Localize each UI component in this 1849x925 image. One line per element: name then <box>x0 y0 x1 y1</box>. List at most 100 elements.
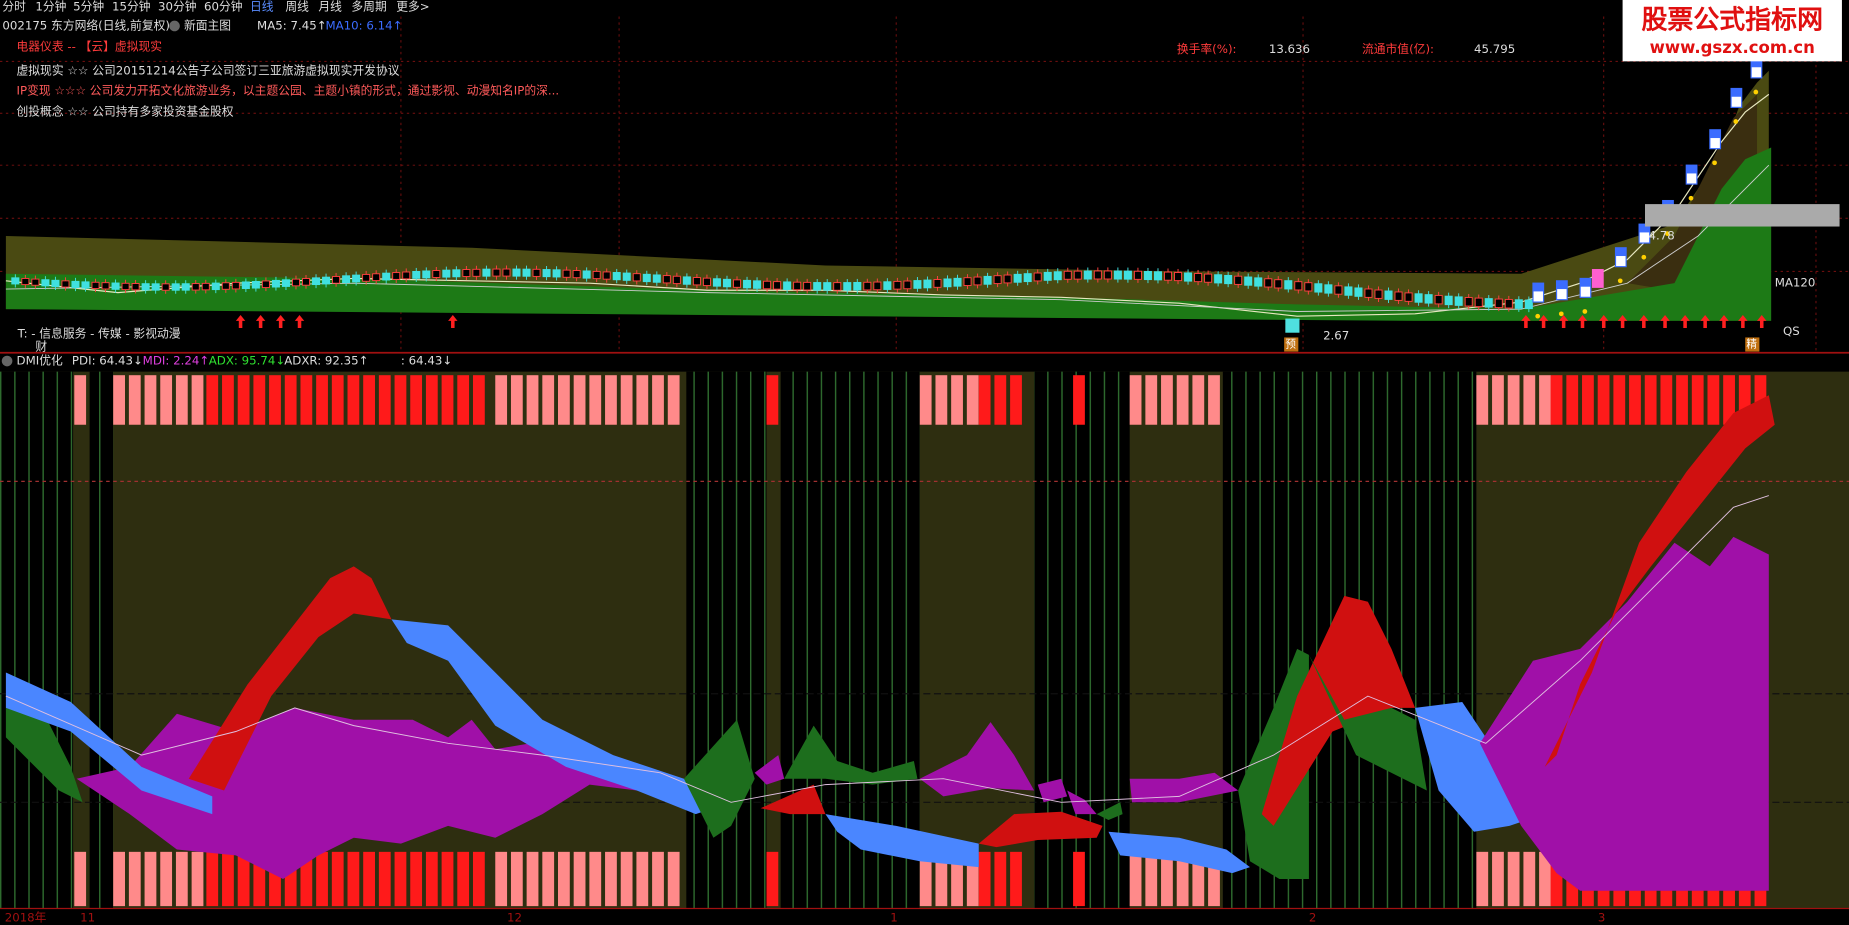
candle <box>983 275 992 285</box>
candle-top <box>1731 88 1742 97</box>
toolbar-tab[interactable]: 日线 <box>250 0 274 14</box>
signal-bar <box>542 375 555 425</box>
arrow <box>1719 315 1729 328</box>
signal-bar <box>1539 851 1551 907</box>
arrow <box>1639 315 1649 328</box>
signal-bar <box>284 851 297 907</box>
candle <box>11 277 20 285</box>
toolbar-tab[interactable]: 5分钟 <box>73 0 104 14</box>
dot <box>1558 311 1564 317</box>
candle <box>592 270 601 280</box>
arrow <box>255 315 266 328</box>
arrow <box>1599 315 1609 328</box>
candle <box>803 281 812 291</box>
toolbar-tab[interactable]: 周线 <box>285 0 309 14</box>
candle <box>712 278 721 287</box>
signal-bar <box>652 851 664 907</box>
toolbar-tab[interactable]: 15分钟 <box>112 0 151 14</box>
volume-box <box>1644 204 1840 227</box>
signal-bar <box>966 375 979 425</box>
signal-bar <box>951 851 963 907</box>
candle <box>1143 271 1152 281</box>
time-label: 2018年 <box>5 910 47 924</box>
candle-top <box>1556 280 1568 290</box>
candle <box>131 283 140 291</box>
candle <box>402 271 411 280</box>
signal-bar <box>269 851 281 907</box>
signal-bar <box>160 851 173 907</box>
candle <box>662 275 671 284</box>
candle <box>1133 270 1142 280</box>
candle <box>1434 294 1443 305</box>
candle <box>1103 270 1112 280</box>
signal-bar <box>1644 375 1657 425</box>
ma-label: MA120 <box>1775 276 1816 290</box>
candle <box>722 278 731 288</box>
signal-bar <box>510 851 523 907</box>
candle <box>1374 289 1383 299</box>
signal-bar <box>605 375 617 425</box>
signal-bar <box>1010 851 1022 907</box>
candle <box>91 281 100 290</box>
toolbar-tab[interactable]: 30分钟 <box>158 0 197 14</box>
candle <box>1093 270 1102 280</box>
candle <box>1013 273 1022 283</box>
candle <box>1234 275 1243 285</box>
signal-bar <box>667 851 680 907</box>
signal-bar <box>1176 851 1189 907</box>
candle <box>352 274 361 283</box>
price-band <box>5 147 1772 321</box>
adx: ADX: 95.74↓ <box>209 354 285 368</box>
arrow <box>1757 315 1767 328</box>
candle <box>1454 296 1463 306</box>
arrow <box>1521 315 1531 328</box>
signal-bar <box>1010 375 1022 425</box>
signal-bar <box>667 375 680 425</box>
signal-bar <box>1208 851 1220 907</box>
watermark-url: www.gszx.com.cn <box>1650 38 1815 57</box>
dot <box>1712 160 1717 166</box>
signal-bar <box>1738 375 1751 425</box>
candle <box>1083 270 1092 280</box>
signal-bar <box>589 375 602 425</box>
signal-bar <box>526 851 539 907</box>
candle <box>1324 284 1333 294</box>
signal-bar <box>410 851 423 907</box>
signal-bar <box>1073 375 1085 425</box>
candle <box>502 268 511 277</box>
toolbar-tab[interactable]: 60分钟 <box>204 0 243 14</box>
candle <box>873 281 882 291</box>
candle <box>763 280 772 290</box>
signal-bar <box>1176 375 1189 425</box>
candle <box>773 281 782 290</box>
signal-bar <box>526 375 539 425</box>
qs-label: QS <box>1783 324 1800 338</box>
signal-bar <box>994 375 1007 425</box>
extra: : 64.43↓ <box>401 354 452 368</box>
signal-bar <box>331 851 344 907</box>
candle <box>1113 270 1122 280</box>
candle <box>1304 282 1313 292</box>
candle <box>1063 270 1072 280</box>
signal-bar <box>1492 375 1504 425</box>
signal-bar <box>573 375 586 425</box>
toolbar-tab[interactable]: 多周期 <box>351 0 386 14</box>
time-label: 12 <box>507 910 522 924</box>
ma-line <box>5 164 1770 312</box>
signal-bar <box>206 851 219 907</box>
toolbar-tab[interactable]: 1分钟 <box>35 0 66 14</box>
toolbar-tab[interactable]: 分时 <box>2 0 26 14</box>
candle <box>1073 270 1082 280</box>
signal-bar <box>620 375 633 425</box>
signal-bar <box>919 375 932 425</box>
candle <box>652 274 661 283</box>
toolbar-tab[interactable]: 月线 <box>318 0 342 14</box>
toolbar-tab[interactable]: 更多> <box>396 0 429 14</box>
candle <box>1394 291 1403 301</box>
signal-bar <box>1161 851 1173 907</box>
time-label: 11 <box>80 910 95 924</box>
signal-bar <box>558 375 570 425</box>
signal-bar <box>1507 851 1520 907</box>
signal-bar <box>1566 375 1579 425</box>
candle <box>201 282 210 291</box>
